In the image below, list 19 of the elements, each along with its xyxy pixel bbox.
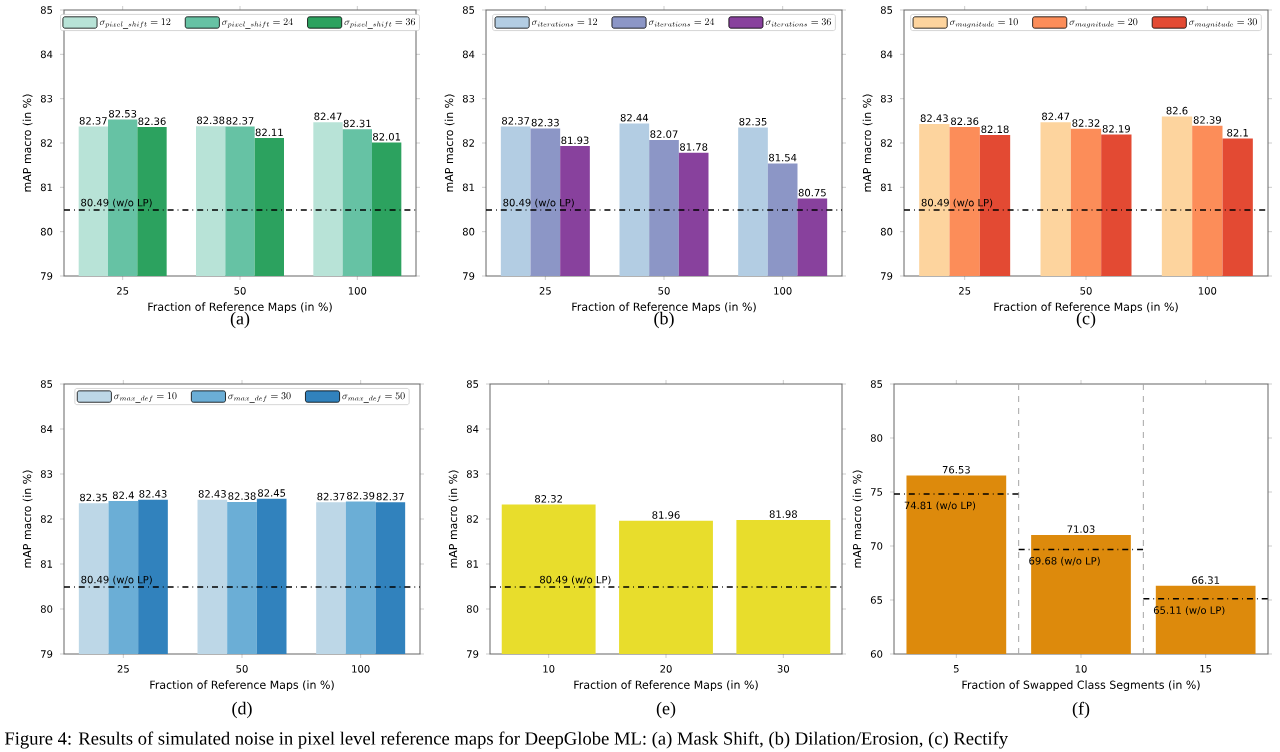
legend-label: $\sigma_{max\_def} = 30$ [228,392,291,403]
text: (f) [1072,701,1090,719]
text: (b) [654,311,674,329]
text: (d) [232,701,252,719]
legend-label: $\sigma_{pixel\_shift} = 36$ [344,18,416,29]
text: (a) [230,311,250,329]
legend-label: $\sigma_{iterations} = 36$ [765,18,831,27]
caption: Figure 4: Results of simulated noise in pixel level reference maps for DeepGlobe ML: (a) Mask Shift, (b) Dilation/Erosion, (c) Rectify [4,731,1009,749]
legend-label: $\sigma_{max\_def} = 50$ [342,392,405,403]
text: (c) [1076,311,1096,329]
legend-label: $\sigma_{pixel\_shift} = 12$ [99,18,171,29]
legend-label: $\sigma_{magnitude} = 30$ [1189,18,1257,28]
legend-label: $\sigma_{iterations} = 24$ [648,18,715,27]
legend-label: $\sigma_{iterations} = 12$ [531,18,598,27]
legend-label: $\sigma_{magnitude} = 20$ [1069,18,1138,28]
legend-label: $\sigma_{magnitude} = 10$ [949,18,1018,28]
legend-label: $\sigma_{pixel\_shift} = 24$ [222,18,293,29]
text: (e) [656,701,676,719]
legend-label: $\sigma_{max\_def} = 10$ [114,392,177,403]
